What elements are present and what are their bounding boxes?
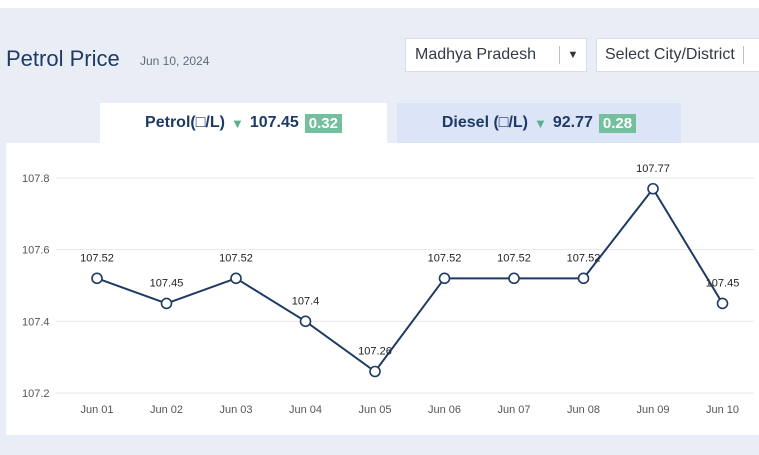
down-triangle-icon: ▼ — [534, 115, 547, 131]
data-label: 107.26 — [358, 346, 392, 358]
x-tick-label: Jun 05 — [358, 404, 391, 416]
x-tick-label: Jun 06 — [428, 404, 461, 416]
data-point — [508, 272, 520, 285]
x-tick-label: Jun 04 — [289, 404, 322, 416]
data-label: 107.52 — [80, 252, 114, 264]
city-select[interactable]: Select City/District — [596, 38, 759, 72]
x-tick-label: Jun 07 — [497, 404, 530, 416]
data-point — [647, 182, 659, 195]
tab-petrol-label: Petrol(□/L) — [145, 114, 225, 131]
data-label: 107.52 — [497, 252, 531, 264]
tab-petrol-price: 107.45 — [249, 114, 299, 131]
tab-diesel-change-badge: 0.28 — [598, 113, 637, 133]
y-tick-label: 107.6 — [22, 245, 50, 257]
tab-petrol-change-badge: 0.32 — [304, 113, 342, 133]
x-tick-label: Jun 09 — [636, 404, 669, 416]
data-point — [299, 315, 312, 328]
tab-petrol[interactable]: Petrol(□/L) ▼ 107.45 0.32 — [100, 103, 387, 143]
price-date: Jun 10, 2024 — [140, 54, 210, 68]
data-label: 107.45 — [706, 277, 740, 289]
data-point — [369, 365, 381, 378]
tab-diesel-label: Diesel (□/L) — [441, 114, 528, 131]
series-line — [96, 186, 724, 373]
data-label: 107.4 — [292, 295, 320, 307]
state-select-divider — [559, 46, 560, 64]
state-select[interactable]: Madhya Pradesh ▼ — [405, 38, 587, 72]
page-title: Petrol Price — [6, 46, 120, 71]
data-point — [91, 272, 103, 285]
top-strip — [0, 0, 759, 8]
data-label: 107.52 — [428, 252, 462, 264]
down-triangle-icon: ▼ — [230, 115, 244, 131]
data-label: 107.52 — [567, 252, 601, 264]
city-select-divider — [742, 46, 744, 64]
x-tick-label: Jun 03 — [219, 404, 252, 416]
data-point — [716, 297, 729, 310]
x-tick-label: Jun 01 — [80, 404, 113, 416]
city-select-value: Select City/District — [605, 46, 735, 63]
x-tick-label: Jun 02 — [150, 404, 183, 416]
tab-diesel[interactable]: Diesel (□/L) ▼ 92.77 0.28 — [397, 103, 681, 143]
data-label: 107.45 — [150, 277, 184, 289]
data-label: 107.77 — [636, 163, 670, 175]
chevron-down-icon[interactable]: ▼ — [567, 49, 579, 61]
tab-diesel-price: 92.77 — [552, 114, 593, 131]
data-point — [160, 297, 173, 310]
x-tick-label: Jun 08 — [567, 404, 600, 416]
data-point — [230, 272, 242, 285]
data-point — [577, 272, 590, 285]
y-tick-label: 107.4 — [22, 316, 50, 328]
price-line-chart: 107.8 107.6 107.4 107.2 Jun 01 Jun 02 Jun 03 Ju… — [22, 163, 754, 416]
y-tick-label: 107.8 — [22, 173, 50, 185]
chart-panel: 107.8 107.6 107.4 107.2 Jun 01 Jun 02 Jun 03 Ju… — [6, 143, 759, 435]
data-label: 107.52 — [219, 252, 253, 264]
data-point — [438, 272, 451, 285]
x-tick-label: Jun 10 — [706, 404, 739, 416]
y-tick-label: 107.2 — [22, 388, 50, 400]
state-select-value: Madhya Pradesh — [415, 46, 536, 63]
